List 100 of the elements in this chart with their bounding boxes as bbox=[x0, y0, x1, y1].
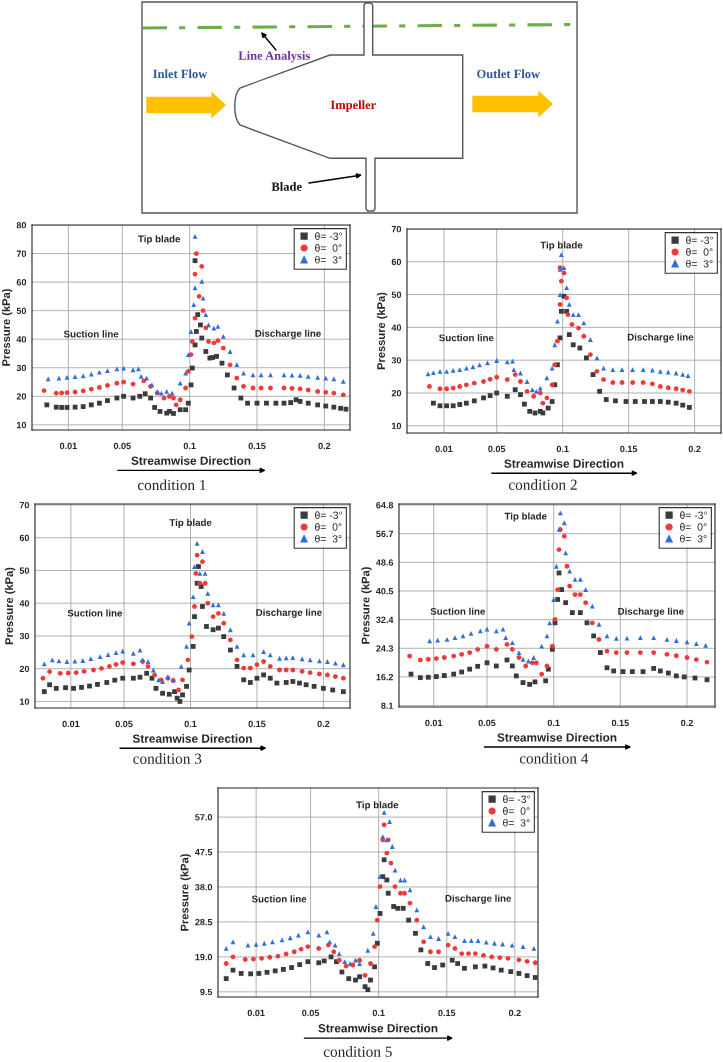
x-tick-label: 0.15 bbox=[611, 719, 629, 727]
x-tick-label: 0.1 bbox=[184, 720, 197, 728]
annotation: Tip blade bbox=[504, 512, 547, 522]
y-tick-label: 50 bbox=[391, 291, 402, 298]
text: condition 2 bbox=[508, 479, 577, 490]
text: Blade bbox=[271, 182, 302, 191]
y-axis-title: Pressure (kPa) bbox=[180, 854, 191, 931]
x-tick-label: 0.15 bbox=[248, 720, 266, 728]
x-axis-title: Streamwise Direction bbox=[318, 1023, 438, 1033]
y-tick-label: 70 bbox=[391, 225, 402, 233]
annotation: Discharge line bbox=[618, 607, 684, 617]
annotation: Suction line bbox=[430, 607, 485, 615]
legend-label: θ= 3° bbox=[680, 534, 707, 543]
x-tick-label: 0.01 bbox=[62, 720, 80, 728]
x-tick-label: 0.01 bbox=[59, 442, 77, 450]
legend-label: θ= 0° bbox=[315, 523, 342, 531]
x-tick-label: 0.05 bbox=[488, 445, 506, 453]
y-tick-label: 70 bbox=[16, 250, 27, 257]
y-tick-label: 70 bbox=[19, 501, 30, 509]
x-tick-label: 0.2 bbox=[681, 719, 693, 727]
x-tick-label: 0.1 bbox=[372, 1009, 385, 1017]
y-tick-label: 30 bbox=[19, 632, 30, 640]
y-axis-title: Pressure (kPa) bbox=[376, 292, 388, 370]
y-tick-label: 40 bbox=[19, 600, 30, 607]
x-tick-label: 0.01 bbox=[425, 719, 443, 727]
annotation: Tip blade bbox=[169, 518, 212, 528]
text: condition 3 bbox=[133, 753, 202, 764]
legend-label: θ= -3° bbox=[503, 795, 531, 803]
y-axis-title: Pressure (kPa) bbox=[1, 289, 13, 366]
y-tick-label: 9.5 bbox=[200, 988, 213, 996]
x-tick-label: 0.1 bbox=[183, 442, 196, 450]
legend-label: θ= -3° bbox=[315, 511, 343, 519]
y-tick-label: 80 bbox=[16, 221, 27, 229]
y-tick-label: 10 bbox=[16, 421, 27, 429]
x-tick-label: 0.05 bbox=[478, 719, 496, 727]
y-tick-label: 19.0 bbox=[195, 953, 213, 961]
y-tick-label: 20 bbox=[391, 389, 402, 397]
annotation: Suction line bbox=[251, 895, 307, 903]
x-tick-label: 0.01 bbox=[247, 1009, 265, 1017]
y-tick-label: 56.7 bbox=[376, 530, 394, 538]
y-tick-label: 32.4 bbox=[376, 616, 394, 624]
y-tick-label: 20 bbox=[19, 665, 30, 673]
legend-label: θ= 3° bbox=[315, 255, 342, 264]
annotation: Tip blade bbox=[356, 801, 399, 811]
x-tick-label: 0.2 bbox=[318, 442, 331, 450]
x-tick-label: 0.05 bbox=[115, 720, 133, 728]
y-tick-label: 10 bbox=[19, 698, 30, 705]
y-axis-title: Pressure (kPa) bbox=[4, 567, 16, 645]
text: condition 4 bbox=[519, 752, 589, 764]
y-tick-label: 30 bbox=[16, 364, 27, 372]
y-tick-label: 50 bbox=[16, 307, 27, 315]
legend-label: θ= -3° bbox=[680, 511, 708, 519]
text: Impeller bbox=[330, 100, 376, 112]
y-tick-label: 24.3 bbox=[376, 645, 394, 652]
y-tick-label: 20 bbox=[16, 393, 27, 400]
x-tick-label: 0.2 bbox=[508, 1009, 521, 1017]
annotation: Discharge line bbox=[255, 329, 321, 339]
y-tick-label: 38.0 bbox=[195, 883, 213, 891]
legend-label: θ= 0° bbox=[686, 248, 713, 256]
annotation: Discharge line bbox=[627, 333, 694, 343]
text: Line Analysis bbox=[238, 51, 310, 63]
text: condition 5 bbox=[323, 1046, 392, 1057]
legend-label: θ= 3° bbox=[686, 259, 713, 268]
y-tick-label: 40 bbox=[16, 336, 27, 343]
x-tick-label: 0.01 bbox=[435, 445, 453, 453]
text: Inlet Flow bbox=[153, 69, 208, 79]
annotation: Discharge line bbox=[256, 608, 322, 618]
annotation: Suction line bbox=[439, 334, 494, 342]
y-tick-label: 64.8 bbox=[376, 502, 394, 509]
y-tick-label: 48.6 bbox=[376, 559, 394, 566]
text: Outlet Flow bbox=[477, 69, 540, 79]
y-tick-label: 47.5 bbox=[195, 849, 213, 856]
x-tick-label: 0.15 bbox=[438, 1009, 456, 1017]
x-tick-label: 0.05 bbox=[113, 442, 131, 450]
y-tick-label: 10 bbox=[391, 422, 402, 430]
x-tick-label: 0.2 bbox=[688, 445, 701, 453]
legend-label: θ= -3° bbox=[686, 236, 714, 244]
y-tick-label: 30 bbox=[391, 357, 402, 364]
x-axis-title: Streamwise Direction bbox=[504, 459, 624, 468]
y-axis-title: Pressure (kPa) bbox=[361, 567, 372, 644]
x-tick-label: 0.1 bbox=[556, 445, 569, 453]
x-axis-title: Streamwise Direction bbox=[131, 456, 251, 465]
y-tick-label: 28.5 bbox=[195, 918, 213, 926]
legend-label: θ= 0° bbox=[315, 244, 342, 252]
annotation: Suction line bbox=[67, 609, 123, 617]
legend-label: θ= 3° bbox=[503, 818, 530, 827]
x-tick-label: 0.2 bbox=[317, 720, 330, 728]
annotation: Tip blade bbox=[138, 235, 181, 245]
legend-label: θ= -3° bbox=[315, 232, 343, 240]
legend-label: θ= 0° bbox=[503, 807, 530, 815]
x-tick-label: 0.05 bbox=[302, 1009, 320, 1017]
x-tick-label: 0.15 bbox=[620, 445, 638, 453]
text: condition 1 bbox=[137, 479, 206, 491]
y-tick-label: 8.1 bbox=[381, 702, 394, 709]
y-tick-label: 40 bbox=[391, 324, 402, 331]
y-tick-label: 50 bbox=[19, 567, 30, 574]
y-tick-label: 60 bbox=[19, 534, 30, 542]
legend-label: θ= 0° bbox=[680, 523, 707, 531]
x-axis-title: Streamwise Direction bbox=[132, 734, 252, 743]
x-tick-label: 0.1 bbox=[547, 719, 560, 727]
